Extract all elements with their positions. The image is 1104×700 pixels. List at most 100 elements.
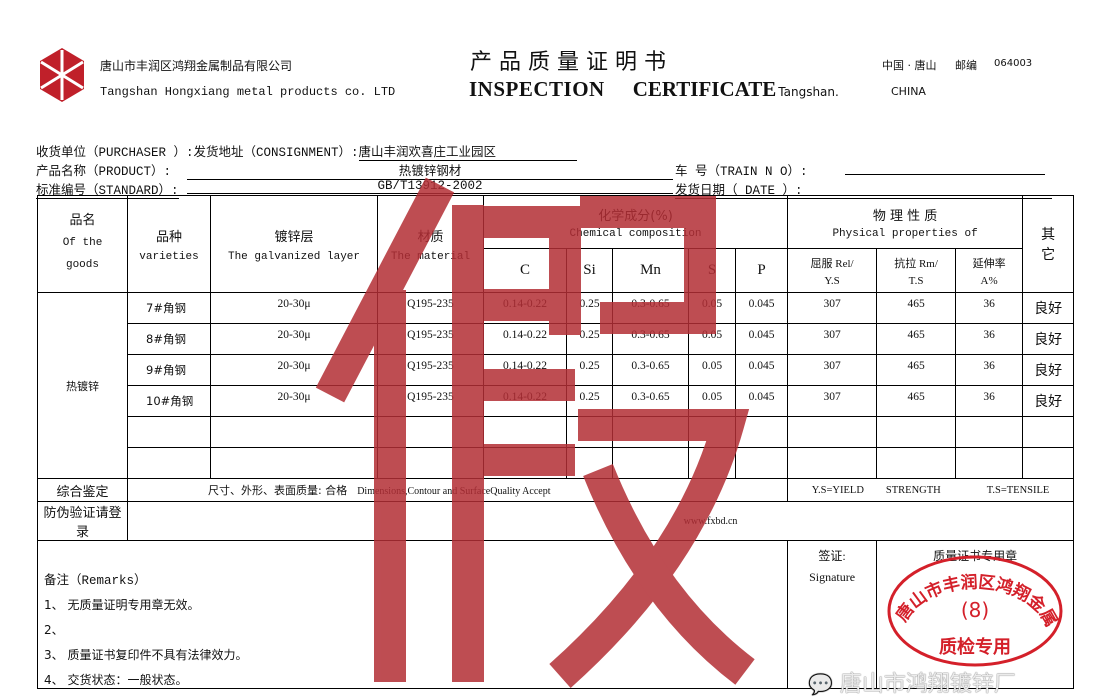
cell-el: 36 (955, 292, 1024, 324)
cell-variety: 7#角钢 (127, 292, 211, 324)
cell-material (377, 416, 484, 448)
col-ys: 屈服 Rel/Y.S (787, 248, 878, 293)
cell-s: 0.05 (688, 354, 736, 386)
cell-c: 0.14-0.22 (483, 385, 567, 417)
col-p: P (734, 248, 789, 293)
product-label: 产品名称（PRODUCT）: (36, 165, 172, 179)
consignment-value: 唐山丰润欢喜庄工业园区 (358, 141, 577, 161)
cell-mn: 0.3-0.65 (612, 354, 689, 386)
cell-si: 0.25 (566, 354, 613, 386)
wechat-icon: 💬 (808, 672, 833, 696)
cell-other (1022, 416, 1075, 448)
cell-el (955, 416, 1024, 448)
table-row (38, 447, 1075, 479)
cell-material: Q195-235 (377, 354, 484, 386)
abbrev-notes: Y.S=YIELD STRENGTH T.S=TENSILE (787, 478, 1075, 502)
title-en-line: INSPECTION CERTIFICATE Tangshan. (469, 77, 839, 102)
standard-value: GB/T13912-2002 (187, 179, 673, 194)
postcode-label: 邮编 (955, 59, 977, 72)
cell-other: 良好 (1022, 354, 1075, 386)
cell-ts (876, 416, 957, 448)
header-physical: 物 理 性 质 Physical properties of (787, 195, 1024, 249)
goods-name: 热镀锌 (37, 292, 128, 479)
cell-p (734, 416, 789, 448)
col-c: C (483, 248, 567, 293)
cell-other: 良好 (1022, 323, 1075, 355)
cell-s: 0.05 (688, 292, 736, 324)
cell-p: 0.045 (734, 354, 789, 386)
verify-url[interactable]: www.fxbd.cn (126, 501, 1075, 541)
cell-layer (210, 447, 378, 479)
cell-material: Q195-235 (377, 323, 484, 355)
cell-material: Q195-235 (377, 292, 484, 324)
cell-layer: 20-30μ (210, 323, 378, 355)
cell-c: 0.14-0.22 (483, 323, 567, 355)
signature-cell: 签证: Signature (787, 540, 878, 689)
cell-ys: 307 (787, 323, 878, 355)
table-row (38, 416, 1075, 448)
verify-label: 防伪验证请登录 (37, 501, 128, 541)
cell-ys (787, 416, 878, 448)
cell-el (955, 447, 1024, 479)
cell-ts (876, 447, 957, 479)
cell-mn: 0.3-0.65 (612, 385, 689, 417)
purchaser-label: 收货单位（PURCHASER ）: (36, 146, 194, 160)
cell-s (688, 447, 736, 479)
purchaser-line: 收货单位（PURCHASER ）: 发货地址（CONSIGNMENT）: 唐山丰… (36, 141, 577, 161)
cell-si: 0.25 (566, 292, 613, 324)
cell-layer: 20-30μ (210, 354, 378, 386)
company-logo (40, 48, 84, 102)
company-name-en: Tangshan Hongxiang metal products co. LT… (100, 85, 396, 99)
cell-p: 0.045 (734, 292, 789, 324)
cell-ys: 307 (787, 354, 878, 386)
col-si: Si (566, 248, 613, 293)
consignment-label: 发货地址（CONSIGNMENT）: (193, 146, 359, 160)
cell-el: 36 (955, 385, 1024, 417)
cell-el: 36 (955, 354, 1024, 386)
quality-stamp: 唐山市丰润区鸿翔金属制品 (8) 质检专用 (885, 553, 1063, 667)
location-cn: 中国 · 唐山 (882, 59, 937, 72)
cell-s: 0.05 (688, 323, 736, 355)
cell-el: 36 (955, 323, 1024, 355)
cell-ts: 465 (876, 354, 957, 386)
company-name-cn: 唐山市丰润区鸿翔金属制品有限公司 (100, 59, 293, 73)
cell-other (1022, 447, 1075, 479)
overall-label: 综合鉴定 (37, 478, 128, 502)
cell-si (566, 447, 613, 479)
cell-si: 0.25 (566, 323, 613, 355)
cell-material: Q195-235 (377, 385, 484, 417)
table-row: 8#角钢 20-30μ Q195-235 0.14-0.22 0.25 0.3-0.65 0… (38, 323, 1075, 355)
header-other: 其它 (1022, 195, 1075, 293)
train-label: 车 号（TRAIN N O）: (675, 165, 808, 179)
cell-mn: 0.3-0.65 (612, 292, 689, 324)
cell-variety: 10#角钢 (127, 385, 211, 417)
header-chemical: 化学成分(%) Chemical composition (482, 195, 789, 249)
title-cn: 产 品 质 量 证 明 书 (470, 50, 666, 75)
cell-p: 0.045 (734, 323, 789, 355)
cell-c (483, 447, 567, 479)
cell-other: 良好 (1022, 385, 1075, 417)
postcode: 064003 (994, 58, 1033, 69)
stamp-number: (8) (961, 598, 989, 622)
cell-variety: 8#角钢 (127, 323, 211, 355)
cell-other: 良好 (1022, 292, 1075, 324)
cell-ts: 465 (876, 385, 957, 417)
cell-ys: 307 (787, 385, 878, 417)
cell-ts: 465 (876, 323, 957, 355)
cell-variety: 9#角钢 (127, 354, 211, 386)
cell-c: 0.14-0.22 (483, 354, 567, 386)
overall-result: 尺寸、外形、表面质量: 合格 Dimensions,Contour and Sur… (126, 478, 789, 502)
col-mn: Mn (612, 248, 689, 293)
remarks: 备注（Remarks） 1、 无质量证明专用章无效。 2、 3、 质量证书复印件… (36, 540, 789, 689)
title-en-inspection: INSPECTION (469, 77, 605, 101)
cell-s: 0.05 (688, 385, 736, 417)
header-variety: 品种 varieties (127, 195, 211, 293)
cell-layer (210, 416, 378, 448)
cell-si: 0.25 (566, 385, 613, 417)
stamp-bottom: 质检专用 (939, 636, 1011, 658)
cell-mn (612, 416, 689, 448)
cell-variety (127, 416, 211, 448)
cell-p: 0.045 (734, 385, 789, 417)
header-material: 材质 The material (377, 195, 484, 293)
cell-c: 0.14-0.22 (483, 292, 567, 324)
